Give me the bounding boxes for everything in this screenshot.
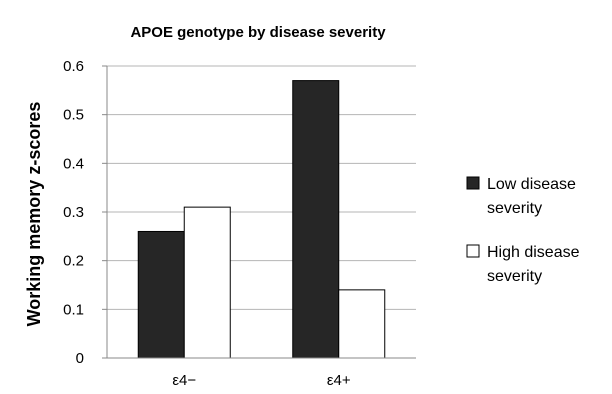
bars [137, 80, 386, 359]
y-tick-label: 0.2 [63, 253, 84, 270]
x-axis-ticks: ε4− ε4+ [172, 372, 351, 389]
y-tick-label: 0.3 [63, 204, 84, 221]
bar-low-severity-1 [137, 230, 185, 359]
chart-title: APOE genotype by disease severity [130, 24, 386, 41]
legend-swatch [466, 176, 480, 190]
y-tick-label: 0.1 [63, 301, 84, 318]
y-axis-label: Working memory z-scores [24, 102, 44, 327]
y-tick-label: 0 [76, 350, 84, 367]
y-axis-ticks: 0 0.1 0.2 0.3 0.4 0.5 0.6 [63, 58, 107, 367]
bar-high-severity-2 [338, 289, 386, 359]
x-tick-label: ε4− [172, 372, 196, 389]
y-tick-label: 0.5 [63, 107, 84, 124]
bar-high-severity-1 [183, 206, 231, 359]
legend-swatch [466, 244, 480, 258]
y-tick-label: 0.4 [63, 155, 84, 172]
legend-label: High disease severity [487, 244, 580, 285]
y-tick-label: 0.6 [63, 58, 84, 75]
bar-low-severity-2 [292, 80, 340, 359]
x-tick-label: ε4+ [327, 372, 351, 389]
legend: Low disease severity High disease severity [466, 176, 580, 285]
legend-label: Low disease severity [487, 176, 576, 217]
